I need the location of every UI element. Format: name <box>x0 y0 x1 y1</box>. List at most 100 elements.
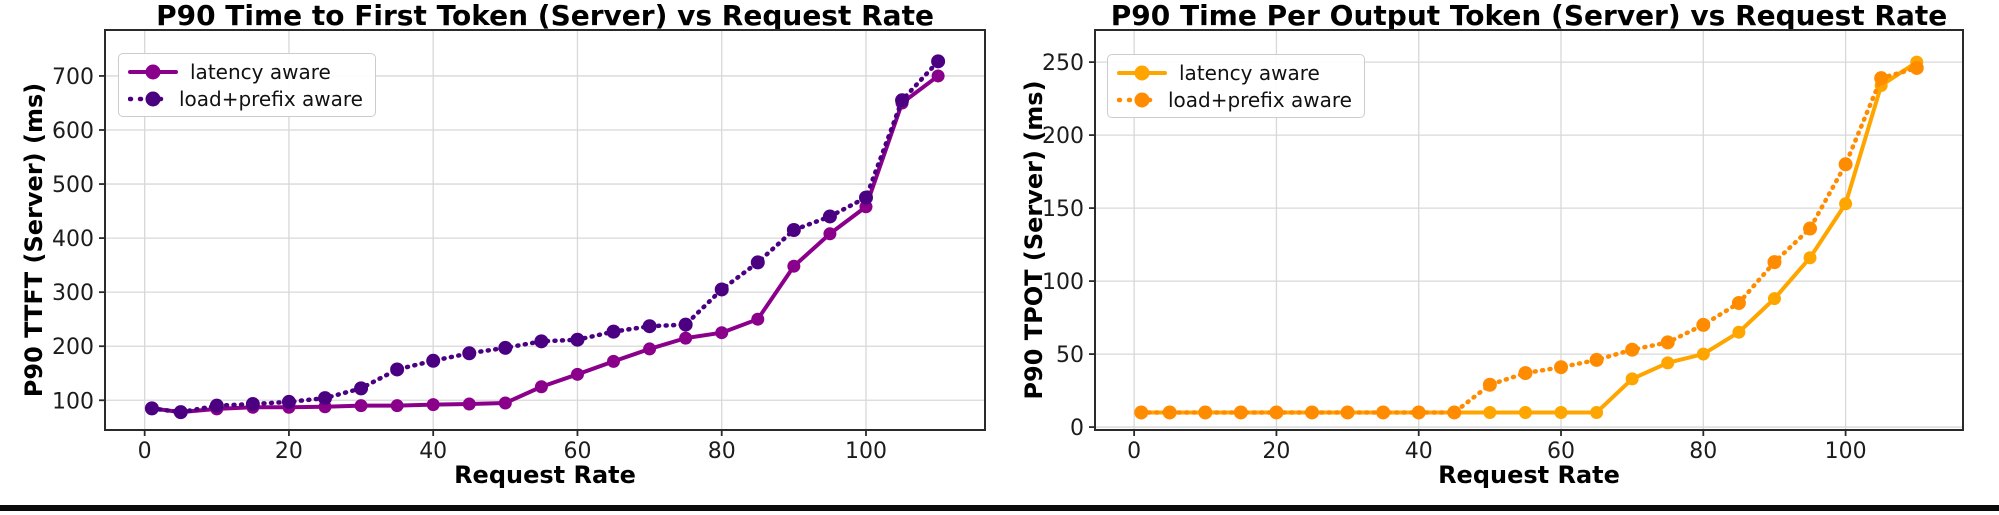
data-point-marker <box>1483 405 1497 419</box>
legend-marker <box>145 91 161 106</box>
legend-item-load-prefix-aware: load+prefix aware <box>128 87 363 111</box>
data-point-marker <box>354 399 368 413</box>
data-point-marker <box>642 319 657 334</box>
x-tick-label: 80 <box>1689 439 1717 464</box>
data-point-marker <box>823 227 837 241</box>
y-tick-label: 150 <box>1042 197 1084 222</box>
y-tick-label: 400 <box>52 227 94 252</box>
x-tick-label: 100 <box>1825 439 1867 464</box>
x-tick-label: 40 <box>1405 439 1433 464</box>
data-point-marker <box>1767 292 1781 306</box>
data-point-marker <box>607 354 621 368</box>
ttft-legend: latency aware load+prefix aware <box>118 53 376 117</box>
y-tick-label: 600 <box>52 119 94 144</box>
legend-label: latency aware <box>190 59 331 84</box>
ttft-plot-area: 0 20 40 60 80 100 100 200 300 400 500 600 700 <box>52 29 986 464</box>
data-point-marker <box>1233 405 1248 420</box>
legend-label: load+prefix aware <box>178 86 363 111</box>
data-point-marker <box>1376 405 1391 420</box>
data-point-marker <box>1554 360 1569 375</box>
x-tick-label: 20 <box>275 439 303 464</box>
data-point-marker <box>1340 405 1355 420</box>
tpot-plot-area: 0 20 40 60 80 100 0 50 100 150 200 250 <box>1042 29 1964 464</box>
data-point-marker <box>462 397 476 411</box>
data-point-marker <box>714 282 729 297</box>
data-point-marker <box>1839 197 1853 211</box>
tpot-x-axis-label: Request Rate <box>1438 461 1620 489</box>
dotted-line-sample-icon <box>1117 92 1156 107</box>
data-point-marker <box>858 190 873 205</box>
data-point-marker <box>1660 335 1675 350</box>
data-point-marker <box>144 401 159 416</box>
ttft-chart: P90 Time to First Token (Server) vs Requ… <box>20 0 986 489</box>
data-point-marker <box>1198 405 1213 420</box>
data-point-marker <box>1518 405 1532 419</box>
data-point-marker <box>1589 352 1604 367</box>
data-point-marker <box>570 367 584 381</box>
data-point-marker <box>1482 377 1497 392</box>
data-point-marker <box>750 255 765 270</box>
data-point-marker <box>1661 356 1675 370</box>
y-tick-label: 250 <box>1042 51 1084 76</box>
data-point-marker <box>678 317 693 332</box>
x-tick-label: 0 <box>1127 439 1141 464</box>
data-point-marker <box>1838 157 1853 172</box>
data-point-marker <box>822 209 837 224</box>
data-point-marker <box>1732 325 1746 339</box>
data-point-marker <box>1696 317 1711 332</box>
x-tick-label: 20 <box>1262 439 1290 464</box>
data-point-marker <box>318 391 332 406</box>
tpot-chart: P90 Time Per Output Token (Server) vs Re… <box>1000 0 1999 515</box>
data-point-marker <box>1803 221 1818 236</box>
solid-line-sample-icon <box>128 64 178 79</box>
data-point-marker <box>751 312 765 326</box>
dotted-line-sample-icon <box>128 91 167 106</box>
data-point-marker <box>390 399 404 413</box>
x-tick-label: 40 <box>419 439 447 464</box>
bottom-separator-bar <box>0 505 1999 511</box>
plot-border <box>1094 29 1964 431</box>
data-point-marker <box>643 342 657 356</box>
data-point-marker <box>1447 405 1462 420</box>
y-tick-label: 700 <box>52 65 94 90</box>
legend-marker <box>1134 92 1150 107</box>
legend-item-latency-aware: latency aware <box>128 60 363 84</box>
legend-marker <box>145 64 161 79</box>
y-tick-label: 100 <box>1042 270 1084 295</box>
data-point-marker <box>281 394 296 409</box>
data-point-marker <box>534 380 548 394</box>
y-tick-label: 100 <box>52 389 94 414</box>
data-point-marker <box>1909 60 1924 75</box>
data-point-marker <box>390 362 405 377</box>
data-point-marker <box>570 332 585 347</box>
y-tick-label: 200 <box>1042 124 1084 149</box>
data-point-marker <box>1518 366 1533 381</box>
legend-label: latency aware <box>1179 60 1320 85</box>
data-point-marker <box>354 381 369 396</box>
data-point-marker <box>1767 255 1782 270</box>
data-point-marker <box>1625 342 1640 357</box>
data-point-marker <box>787 259 801 273</box>
ttft-chart-title: P90 Time to First Token (Server) vs Requ… <box>156 0 934 32</box>
y-tick-label: 300 <box>52 281 94 306</box>
data-point-marker <box>606 324 621 339</box>
data-point-marker <box>786 223 801 237</box>
y-tick-label: 50 <box>1056 343 1084 368</box>
tpot-chart-title: P90 Time Per Output Token (Server) vs Re… <box>1110 0 1948 32</box>
y-tick-label: 0 <box>1070 416 1084 441</box>
x-tick-label: 60 <box>1547 439 1575 464</box>
data-point-marker <box>715 326 729 340</box>
tpot-legend: latency aware load+prefix aware <box>1107 54 1365 118</box>
y-tick-label: 200 <box>52 335 94 360</box>
series-line-load-prefix-aware <box>1138 65 1920 415</box>
data-point-marker <box>1269 405 1284 420</box>
data-point-marker <box>1134 405 1149 420</box>
data-point-marker <box>931 69 945 83</box>
data-point-marker <box>498 396 512 410</box>
legend-item-load-prefix-aware: load+prefix aware <box>1117 88 1352 112</box>
data-point-marker <box>462 346 477 361</box>
data-point-marker <box>426 398 440 412</box>
legend-label: load+prefix aware <box>1167 87 1352 112</box>
data-point-marker <box>1411 405 1426 420</box>
data-point-marker <box>1803 251 1817 265</box>
